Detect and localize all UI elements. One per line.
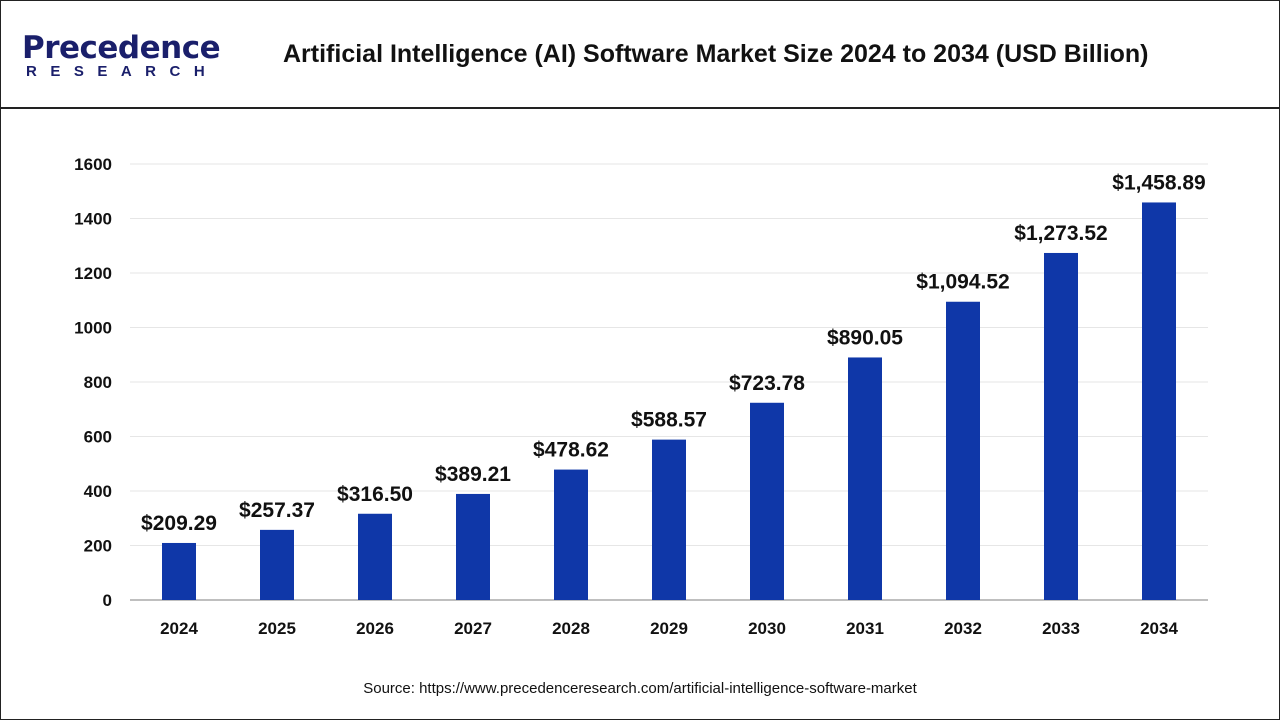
x-tick-label: 2030 bbox=[748, 619, 786, 638]
x-tick-label: 2029 bbox=[650, 619, 688, 638]
logo-text-top: Precedence bbox=[22, 30, 221, 66]
bar bbox=[162, 542, 196, 600]
x-tick-label: 2034 bbox=[1140, 619, 1178, 638]
bar bbox=[750, 402, 784, 600]
x-tick-label: 2033 bbox=[1042, 619, 1080, 638]
y-tick-label: 200 bbox=[84, 537, 112, 556]
data-label: $316.50 bbox=[337, 483, 413, 506]
x-tick-label: 2028 bbox=[552, 619, 590, 638]
bar bbox=[260, 529, 294, 600]
y-tick-label: 800 bbox=[84, 373, 112, 392]
data-label: $588.57 bbox=[631, 409, 707, 432]
data-label: $478.62 bbox=[533, 439, 609, 462]
y-tick-label: 0 bbox=[103, 591, 112, 610]
y-tick-label: 400 bbox=[84, 482, 112, 501]
data-label: $389.21 bbox=[435, 463, 511, 486]
x-tick-label: 2032 bbox=[944, 619, 982, 638]
bar bbox=[358, 513, 392, 600]
data-label: $1,273.52 bbox=[1014, 222, 1107, 245]
y-tick-label: 600 bbox=[84, 428, 112, 447]
data-label: $723.78 bbox=[729, 372, 805, 395]
y-tick-label: 1200 bbox=[74, 264, 112, 283]
bar bbox=[946, 301, 980, 600]
data-label: $209.29 bbox=[141, 512, 217, 535]
x-tick-label: 2024 bbox=[160, 619, 198, 638]
x-tick-label: 2026 bbox=[356, 619, 394, 638]
source-text: Source: https://www.precedenceresearch.c… bbox=[363, 680, 917, 697]
bar bbox=[1142, 202, 1176, 601]
data-label: $890.05 bbox=[827, 326, 903, 349]
chart-title: Artificial Intelligence (AI) Software Ma… bbox=[283, 40, 1149, 68]
precedence-research-logo: Precedence RESEARCH bbox=[22, 30, 221, 82]
data-label: $1,458.89 bbox=[1112, 171, 1205, 194]
logo-text-bottom: RESEARCH bbox=[26, 63, 219, 80]
bar bbox=[1044, 252, 1078, 600]
bar bbox=[554, 469, 588, 600]
x-tick-label: 2025 bbox=[258, 619, 296, 638]
y-tick-label: 1600 bbox=[74, 155, 112, 174]
bar bbox=[456, 493, 490, 600]
x-tick-label: 2031 bbox=[846, 619, 884, 638]
data-label: $1,094.52 bbox=[916, 271, 1009, 294]
bar bbox=[652, 439, 686, 600]
y-tick-label: 1000 bbox=[74, 319, 112, 338]
header: Precedence RESEARCH Artificial Intellige… bbox=[0, 0, 1280, 109]
bar bbox=[848, 357, 882, 600]
data-label: $257.37 bbox=[239, 499, 315, 522]
y-tick-label: 1400 bbox=[74, 210, 112, 229]
x-tick-label: 2027 bbox=[454, 619, 492, 638]
